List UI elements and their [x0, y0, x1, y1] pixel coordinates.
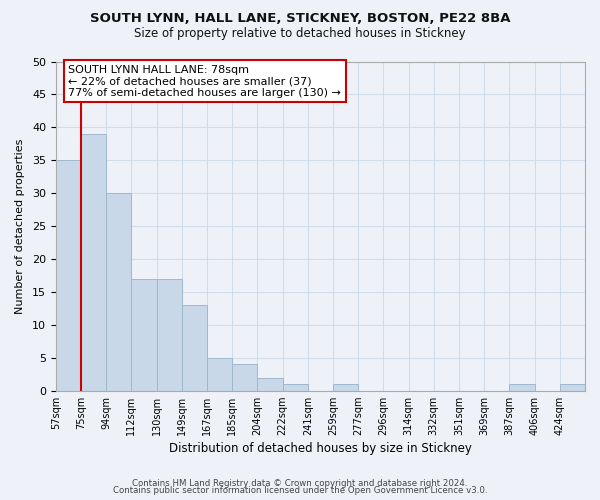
Bar — [509, 384, 535, 390]
Bar — [81, 134, 106, 390]
Bar — [283, 384, 308, 390]
Bar — [157, 279, 182, 390]
Text: Contains public sector information licensed under the Open Government Licence v3: Contains public sector information licen… — [113, 486, 487, 495]
Bar — [131, 279, 157, 390]
Text: SOUTH LYNN, HALL LANE, STICKNEY, BOSTON, PE22 8BA: SOUTH LYNN, HALL LANE, STICKNEY, BOSTON,… — [90, 12, 510, 26]
Y-axis label: Number of detached properties: Number of detached properties — [15, 138, 25, 314]
Bar — [182, 305, 207, 390]
Text: Contains HM Land Registry data © Crown copyright and database right 2024.: Contains HM Land Registry data © Crown c… — [132, 478, 468, 488]
Bar — [106, 193, 131, 390]
Text: Size of property relative to detached houses in Stickney: Size of property relative to detached ho… — [134, 28, 466, 40]
X-axis label: Distribution of detached houses by size in Stickney: Distribution of detached houses by size … — [169, 442, 472, 455]
Bar — [56, 160, 81, 390]
Bar — [207, 358, 232, 390]
Bar — [257, 378, 283, 390]
Bar — [232, 364, 257, 390]
Text: SOUTH LYNN HALL LANE: 78sqm
← 22% of detached houses are smaller (37)
77% of sem: SOUTH LYNN HALL LANE: 78sqm ← 22% of det… — [68, 65, 341, 98]
Bar — [560, 384, 585, 390]
Bar — [333, 384, 358, 390]
